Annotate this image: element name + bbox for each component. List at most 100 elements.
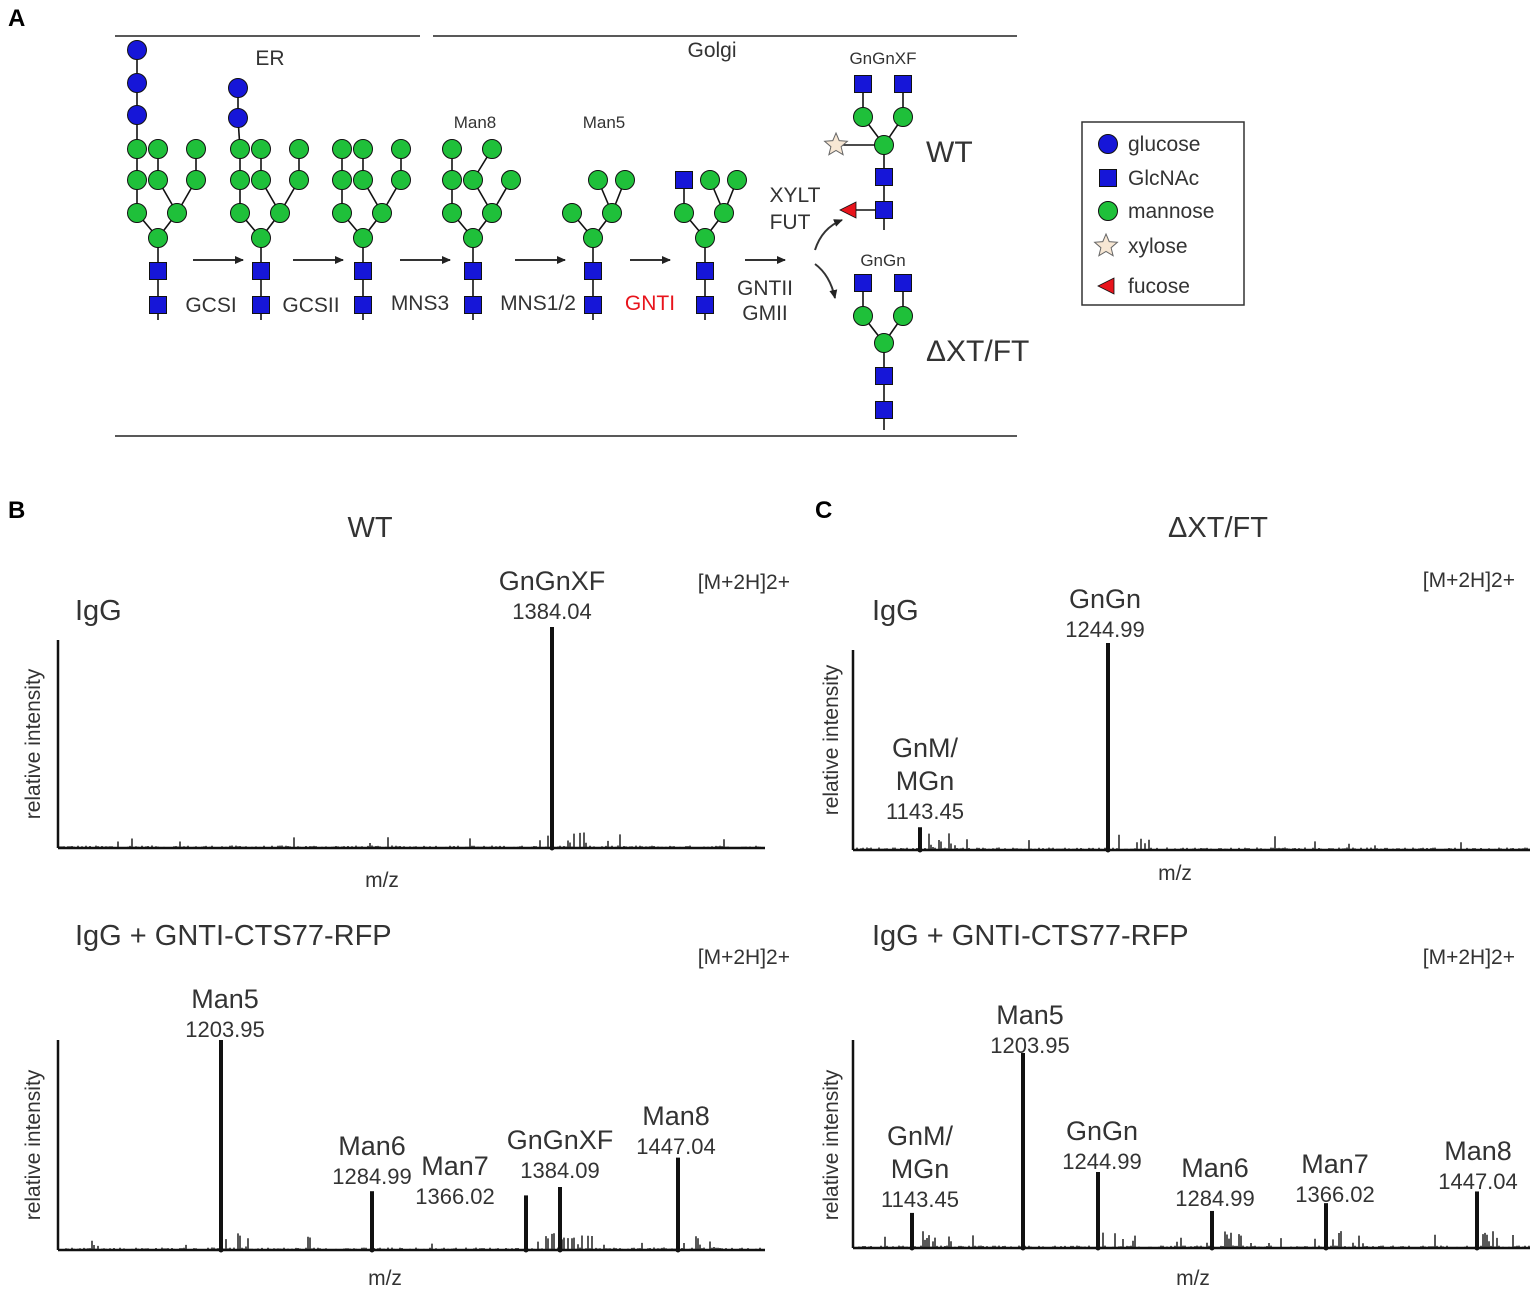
peak-name: Man6 xyxy=(338,1131,406,1161)
structure-label: Man5 xyxy=(583,113,626,132)
glcnac xyxy=(354,262,372,280)
peak-name: Man6 xyxy=(1181,1153,1249,1183)
mannose xyxy=(289,170,309,190)
peak-mz: 1284.99 xyxy=(1175,1186,1255,1211)
mannose xyxy=(270,203,290,223)
mannose xyxy=(289,139,309,159)
mannose xyxy=(251,228,271,248)
peak-name: Man8 xyxy=(642,1101,710,1131)
glucose xyxy=(228,78,248,98)
mannose xyxy=(186,170,206,190)
panel-label: C xyxy=(815,497,832,524)
glcnac xyxy=(252,296,270,314)
glcnac xyxy=(875,367,893,385)
peak-mz: 1366.02 xyxy=(415,1184,495,1209)
mannose xyxy=(727,170,747,190)
peak-foot xyxy=(1323,1245,1329,1251)
xylose xyxy=(1093,232,1119,257)
mannose xyxy=(442,203,462,223)
glcnac xyxy=(149,296,167,314)
peak-foot xyxy=(549,845,555,851)
peak-foot xyxy=(557,1247,563,1253)
peak-mz: 1143.45 xyxy=(881,1187,959,1212)
legend-entry: mannose xyxy=(1128,200,1214,223)
peak-foot xyxy=(369,1247,375,1253)
mannose xyxy=(167,203,187,223)
noise xyxy=(854,833,1530,850)
enzyme: GCSI xyxy=(185,294,236,317)
enzyme: GNTI xyxy=(625,292,675,315)
mannose xyxy=(615,170,635,190)
sample-label: IgG xyxy=(872,595,919,627)
glucose xyxy=(1098,134,1118,154)
peak-name: GnM/ xyxy=(892,733,959,763)
peak-foot xyxy=(218,1247,224,1253)
mannose xyxy=(230,170,250,190)
glcnac xyxy=(584,262,602,280)
mannose xyxy=(674,203,694,223)
enzyme: FUT xyxy=(770,211,811,234)
peak-mz: 1143.45 xyxy=(886,799,964,824)
glucose xyxy=(127,40,147,60)
peak-name: MGn xyxy=(896,766,955,796)
mannose xyxy=(695,228,715,248)
mannose xyxy=(186,139,206,159)
peak-mz: 1244.99 xyxy=(1065,617,1145,642)
glcnac xyxy=(875,401,893,419)
peak-name: GnGnXF xyxy=(499,566,606,596)
glcnac xyxy=(252,262,270,280)
glcnac xyxy=(354,296,372,314)
peak-mz: 1203.95 xyxy=(185,1017,265,1042)
mannose xyxy=(588,170,608,190)
noise xyxy=(854,1231,1530,1248)
peak-foot xyxy=(1209,1245,1215,1251)
mannose xyxy=(251,139,271,159)
mannose xyxy=(372,203,392,223)
fucose xyxy=(1097,277,1115,295)
mannose xyxy=(700,170,720,190)
mannose xyxy=(391,139,411,159)
enzyme: GNTII xyxy=(737,277,793,300)
glucose xyxy=(127,105,147,125)
arrows xyxy=(193,219,843,299)
peak-foot xyxy=(909,1245,915,1251)
glcnac xyxy=(1099,169,1117,187)
peak-name: Man7 xyxy=(1301,1149,1369,1179)
peak-mz: 1244.99 xyxy=(1062,1149,1142,1174)
glcnac xyxy=(464,262,482,280)
peak-mz: 1203.95 xyxy=(990,1033,1070,1058)
y-axis-label: relative intensity xyxy=(22,1069,45,1220)
mannose xyxy=(148,228,168,248)
x-axis-label: m/z xyxy=(1176,1267,1210,1290)
y-axis-label: relative intensity xyxy=(820,1069,843,1220)
xylose xyxy=(823,131,849,156)
peak-foot xyxy=(1095,1245,1101,1251)
glcnac xyxy=(149,262,167,280)
glcnac xyxy=(696,262,714,280)
mannose xyxy=(332,139,352,159)
peak-foot xyxy=(917,847,923,853)
panel-label: B xyxy=(8,497,25,524)
panel-title: ΔXT/FT xyxy=(1168,512,1268,544)
peak-name: Man8 xyxy=(1444,1136,1512,1166)
mannose xyxy=(874,333,894,353)
peak-name: MGn xyxy=(891,1154,950,1184)
legend-box xyxy=(1081,121,1245,306)
mannose xyxy=(482,203,502,223)
x-axis-label: m/z xyxy=(365,869,399,892)
x-axis-label: m/z xyxy=(368,1267,402,1290)
mannose xyxy=(562,203,582,223)
noise xyxy=(59,832,765,848)
glcnac xyxy=(854,274,872,292)
glcnac xyxy=(894,274,912,292)
ion-label: [M+2H]2+ xyxy=(1423,946,1515,969)
sample-label: IgG + GNTI-CTS77-RFP xyxy=(872,920,1189,952)
mannose xyxy=(353,139,373,159)
peak-mz: 1284.99 xyxy=(332,1164,412,1189)
sample-label: IgG + GNTI-CTS77-RFP xyxy=(75,920,392,952)
mannose xyxy=(127,139,147,159)
glcnac xyxy=(464,296,482,314)
peak-foot xyxy=(675,1247,681,1253)
peak-foot xyxy=(1474,1245,1480,1251)
